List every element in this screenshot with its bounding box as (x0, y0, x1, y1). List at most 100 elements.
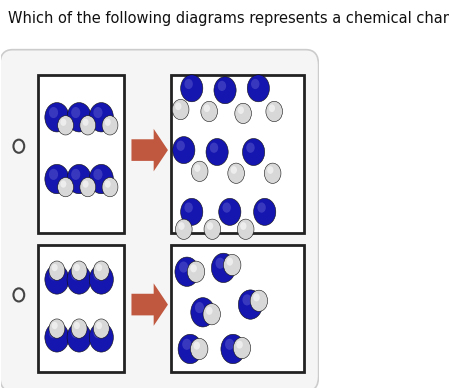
Circle shape (246, 142, 255, 153)
Circle shape (211, 253, 236, 282)
Circle shape (176, 141, 185, 151)
Circle shape (89, 165, 114, 194)
Circle shape (240, 222, 247, 230)
Circle shape (67, 165, 91, 194)
Circle shape (221, 334, 245, 364)
Circle shape (96, 264, 102, 271)
Circle shape (80, 116, 96, 135)
Circle shape (89, 323, 114, 352)
Circle shape (49, 261, 65, 280)
Circle shape (242, 138, 264, 165)
Circle shape (233, 337, 251, 359)
Circle shape (238, 290, 263, 319)
Circle shape (74, 322, 80, 329)
Circle shape (93, 261, 109, 280)
Circle shape (52, 264, 58, 271)
Circle shape (71, 169, 80, 180)
Circle shape (185, 79, 193, 89)
Circle shape (83, 180, 88, 188)
Circle shape (191, 298, 215, 327)
Circle shape (226, 258, 233, 266)
Circle shape (71, 327, 80, 338)
Circle shape (204, 219, 220, 239)
Circle shape (89, 265, 114, 294)
Circle shape (179, 261, 188, 273)
Circle shape (228, 163, 244, 183)
Circle shape (214, 77, 236, 104)
Circle shape (191, 161, 208, 181)
Circle shape (52, 322, 58, 329)
Circle shape (242, 294, 251, 305)
Circle shape (238, 219, 254, 239)
FancyBboxPatch shape (0, 50, 319, 389)
Circle shape (71, 107, 80, 118)
Circle shape (187, 261, 205, 282)
Circle shape (224, 254, 241, 276)
Circle shape (102, 177, 118, 197)
Polygon shape (132, 129, 168, 171)
Circle shape (93, 169, 102, 180)
Circle shape (57, 177, 74, 197)
Circle shape (178, 222, 185, 230)
Circle shape (206, 307, 213, 315)
Circle shape (236, 341, 243, 349)
Circle shape (216, 258, 224, 269)
Circle shape (83, 119, 88, 126)
Circle shape (190, 338, 208, 359)
Circle shape (210, 142, 218, 153)
Circle shape (105, 119, 111, 126)
Circle shape (93, 107, 102, 118)
Circle shape (173, 137, 195, 164)
Circle shape (175, 102, 181, 110)
Circle shape (67, 103, 91, 132)
Circle shape (269, 104, 275, 112)
Circle shape (182, 339, 191, 350)
Circle shape (253, 293, 260, 301)
Circle shape (71, 261, 87, 280)
Circle shape (185, 202, 193, 213)
Circle shape (178, 334, 202, 364)
Circle shape (218, 81, 226, 91)
Circle shape (45, 265, 69, 294)
Circle shape (231, 166, 237, 174)
Circle shape (49, 327, 58, 338)
Circle shape (251, 79, 260, 89)
Circle shape (247, 75, 269, 102)
Circle shape (49, 169, 58, 180)
Circle shape (223, 202, 231, 213)
Circle shape (93, 327, 102, 338)
Circle shape (225, 339, 234, 350)
Circle shape (57, 116, 74, 135)
Circle shape (93, 319, 109, 338)
Circle shape (180, 75, 203, 102)
Circle shape (71, 269, 80, 280)
Circle shape (105, 180, 111, 188)
Circle shape (49, 319, 65, 338)
Circle shape (74, 264, 80, 271)
Circle shape (235, 103, 251, 124)
Circle shape (206, 138, 228, 165)
Circle shape (180, 198, 203, 225)
Circle shape (45, 103, 69, 132)
Circle shape (201, 101, 217, 122)
Circle shape (204, 104, 210, 112)
Circle shape (71, 319, 87, 338)
Circle shape (238, 106, 244, 114)
Circle shape (67, 323, 91, 352)
Circle shape (176, 219, 192, 239)
Circle shape (172, 100, 189, 120)
Circle shape (267, 166, 273, 174)
Circle shape (67, 265, 91, 294)
Circle shape (194, 342, 200, 350)
Circle shape (93, 269, 102, 280)
Circle shape (80, 177, 96, 197)
Circle shape (266, 101, 282, 122)
Circle shape (60, 119, 66, 126)
Circle shape (89, 103, 114, 132)
FancyBboxPatch shape (171, 245, 304, 372)
Circle shape (49, 269, 58, 280)
Circle shape (45, 165, 69, 194)
Circle shape (203, 303, 220, 325)
Circle shape (190, 264, 197, 272)
Circle shape (219, 198, 241, 225)
